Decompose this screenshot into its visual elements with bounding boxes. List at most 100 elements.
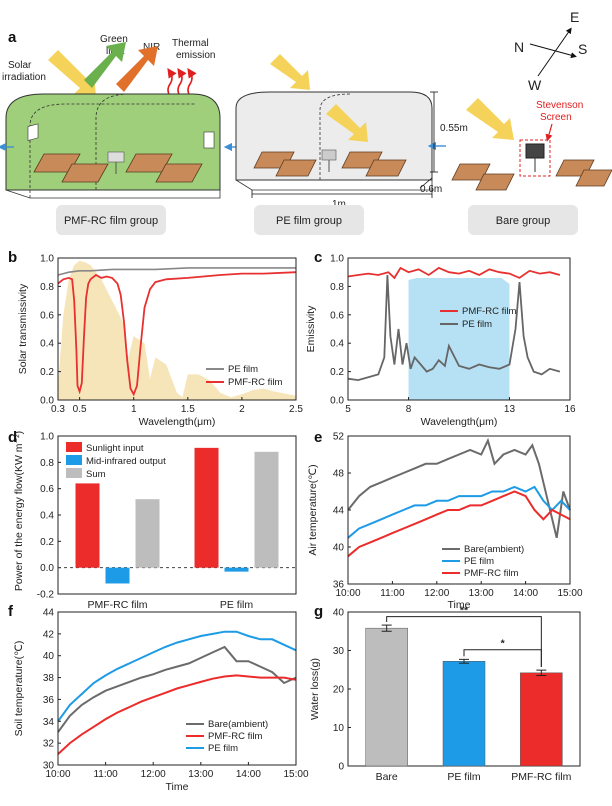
label-green-1: Green	[100, 34, 128, 45]
f-ytick-label: 30	[43, 761, 55, 772]
c-ytick-label: 0.6	[330, 310, 344, 321]
f-ytick-label: 38	[43, 673, 55, 684]
b-xtick-label: 0.5	[73, 404, 87, 415]
panel-e: e 36 40 44 48 52 10:00 11:00 12:00 13:00 14:00 15:0…	[307, 429, 583, 611]
stevenson-screen-icon	[519, 139, 551, 177]
sensor-icon-pe	[321, 149, 337, 172]
c-ytick-label: 0.8	[330, 282, 344, 293]
f-xtick-label: 15:00	[283, 769, 308, 780]
d-legend-label: Mid-infrared output	[86, 456, 166, 467]
f-ytick-label: 40	[43, 651, 55, 662]
group-label-pe: PE film group	[254, 205, 364, 235]
series-bare-ambient-	[57, 645, 297, 733]
e-xtick-label: 13:00	[469, 588, 494, 599]
e-xtick-label: 14:00	[513, 588, 538, 599]
group-label-pmf-text: PMF-RC film group	[64, 215, 158, 227]
panel-d: d -0.2 0.0 0.2 0.4 0.6 0.8 1.0 PMF-RC film PE fil…	[8, 429, 297, 611]
b-ytick-label: 0.4	[40, 339, 54, 350]
g-significance-label: **	[460, 605, 469, 617]
d-bar-sum	[254, 451, 279, 568]
f-xtick-label: 12:00	[141, 769, 166, 780]
g-xtick-label: PE film	[447, 771, 481, 783]
d-ytick-label: 0.4	[40, 511, 54, 522]
panel-letter-d: d	[8, 429, 17, 446]
panel-c: c 0.0 0.2 0.4 0.6 0.8 1.0 5 8 13 16 Wavelength(μm) E…	[305, 249, 576, 428]
b-ytick-label: 1.0	[40, 254, 54, 265]
panel-f: f 30 32 34 36 38 40 42 44 10:00 11:00 12:00 13:00 14:…	[8, 603, 309, 793]
g-xtick-label: Bare	[376, 771, 398, 783]
d-bar-mid-infrared-output	[224, 567, 249, 572]
panel-letter-c: c	[314, 249, 322, 266]
d-bar-sum	[135, 499, 160, 568]
g-bar-bare	[365, 627, 408, 767]
d-bar-sunlight-input	[75, 483, 100, 568]
e-ytick-label: 40	[333, 543, 345, 554]
b-ytick-label: 0.8	[40, 282, 54, 293]
b-xtick-label: 0.3	[51, 404, 65, 415]
d-xtick-label: PE film	[220, 599, 254, 611]
b-ytick-label: 0.2	[40, 367, 54, 378]
e-xtick-label: 15:00	[557, 588, 582, 599]
d-legend-label: Sum	[86, 469, 106, 480]
f-ytick-label: 44	[43, 608, 55, 619]
g-ytick-label: 30	[333, 646, 345, 657]
stevenson-label-2: Screen	[540, 112, 572, 123]
d-ytick-label: -0.2	[37, 590, 55, 601]
e-xlabel: Time	[448, 599, 471, 611]
dim-depth: 0.6m	[420, 184, 442, 195]
series-pe-film	[347, 485, 571, 539]
group-label-pe-text: PE film group	[276, 215, 342, 227]
label-thermal-1: Thermal	[172, 38, 209, 49]
f-xtick-label: 10:00	[45, 769, 70, 780]
e-xtick-label: 10:00	[335, 588, 360, 599]
group-label-bare: Bare group	[468, 205, 578, 235]
b-legend-label: PE film	[228, 364, 258, 375]
c-xtick-label: 8	[406, 404, 412, 415]
compass-icon	[529, 27, 577, 77]
d-legend-label: Sunlight input	[86, 443, 144, 454]
solar-arrow-1	[48, 50, 96, 96]
compass-s: S	[578, 41, 587, 57]
solar-arrow-2	[270, 54, 310, 90]
g-ylabel: Water loss(g)	[309, 658, 321, 720]
d-ytick-label: 0.2	[40, 537, 54, 548]
soil-boxes-green	[33, 153, 203, 183]
panel-letter-b: b	[8, 249, 17, 266]
e-xtick-label: 12:00	[424, 588, 449, 599]
panel-a: a Solar irradiation Green light NIR Ther…	[0, 9, 612, 235]
d-xtick-label: PMF-RC film	[87, 599, 147, 611]
e-ytick-label: 48	[333, 469, 345, 480]
panel-letter-f: f	[8, 603, 14, 620]
f-ytick-label: 34	[43, 717, 55, 728]
d-bar-mid-infrared-output	[105, 567, 130, 584]
g-significance-label: *	[501, 638, 506, 650]
solar-arrow-4	[466, 98, 514, 140]
series-pmf-rc-film	[57, 271, 297, 397]
series-pe-film	[57, 267, 296, 276]
series-pmf-rc-film	[347, 266, 561, 280]
b-xlabel: Wavelength(μm)	[139, 416, 216, 428]
sensor-icon-green	[107, 151, 125, 174]
f-xtick-label: 11:00	[93, 769, 118, 780]
g-significance-bracket	[463, 649, 542, 668]
f-xtick-label: 13:00	[188, 769, 213, 780]
panel-letter-e: e	[314, 429, 322, 446]
f-ytick-label: 36	[43, 695, 55, 706]
e-ytick-label: 44	[333, 506, 345, 517]
label-thermal-2: emission	[176, 50, 215, 61]
series-pmf-rc-film	[347, 490, 571, 558]
f-ytick-label: 32	[43, 739, 55, 750]
c-ytick-label: 0.0	[330, 396, 344, 407]
c-legend-label: PMF-RC film	[462, 306, 516, 317]
b-ytick-label: 0.0	[40, 396, 54, 407]
green-light-arrow	[84, 42, 126, 88]
e-ylabel: Air temperature(℃)	[307, 464, 319, 555]
compass-w: W	[528, 77, 542, 93]
b-legend-label: PMF-RC film	[228, 377, 282, 388]
e-legend-label: PMF-RC film	[464, 568, 518, 579]
c-legend-label: PE film	[462, 319, 492, 330]
g-ytick-label: 40	[333, 608, 345, 619]
g-bar-pmf-rc-film	[520, 672, 563, 767]
b-xtick-label: 1	[131, 404, 137, 415]
